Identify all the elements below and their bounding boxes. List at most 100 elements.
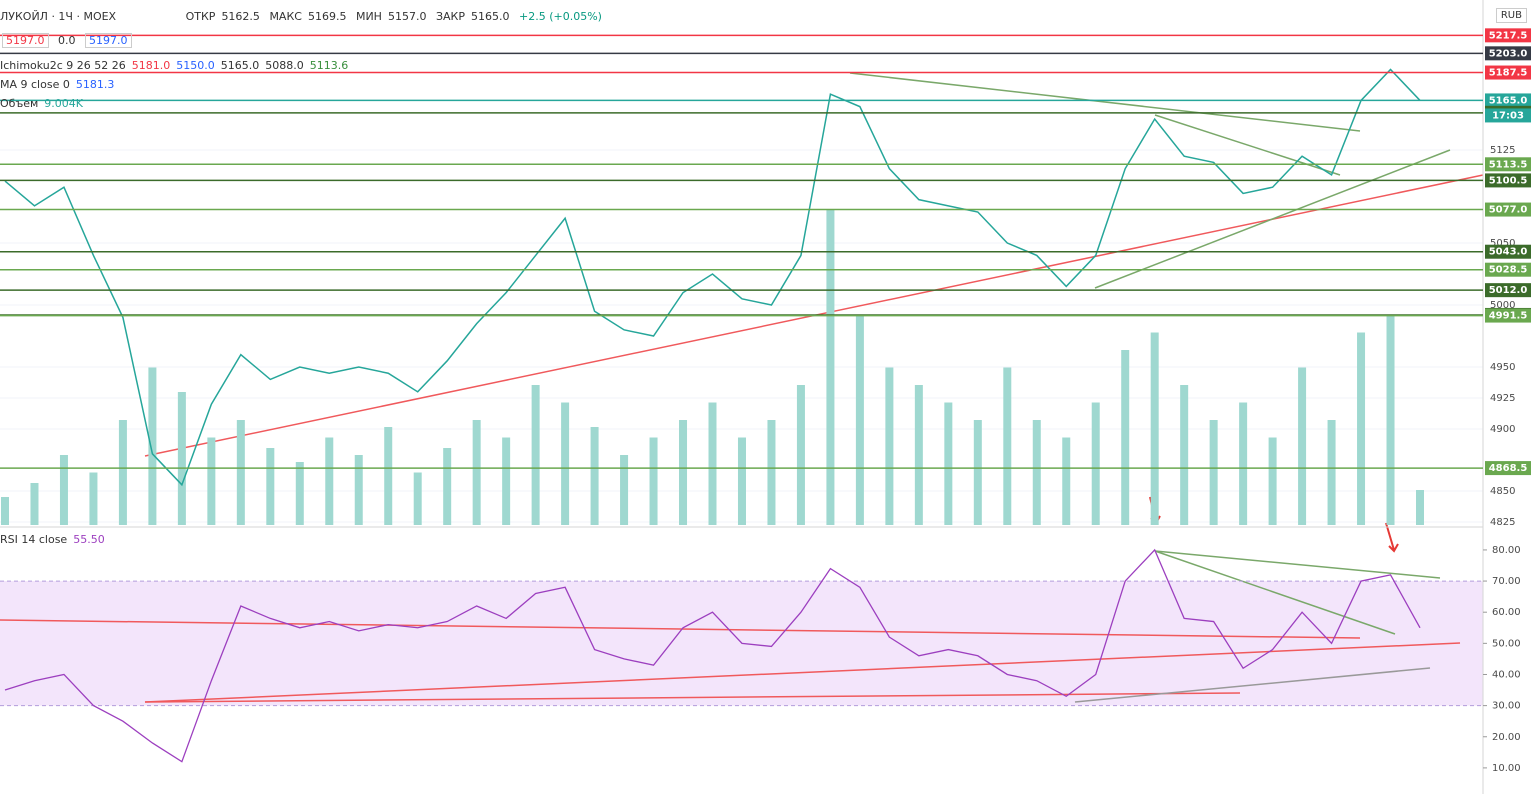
label: ОТКР <box>185 10 216 23</box>
ask[interactable]: 5197.0 <box>85 33 132 48</box>
y-tick-label: 70.00 <box>1492 576 1521 587</box>
label: МАКС <box>269 10 302 23</box>
volume-bar <box>443 448 452 525</box>
volume-bar <box>561 402 570 525</box>
level-label: 4868.5 <box>1489 463 1528 474</box>
volume-bar <box>796 385 805 525</box>
level-label: 5113.5 <box>1489 159 1528 170</box>
volume-bar <box>1180 385 1189 525</box>
y-tick-label: 5050 <box>1490 238 1515 249</box>
level-label-box <box>1485 202 1531 217</box>
legend-row: ЛУКОЙЛ · 1Ч · MOEX ОТКР 5162.5 МАКС 5169.5… <box>0 10 608 23</box>
volume-bar <box>118 420 127 525</box>
indicator-value: 5113.6 <box>309 59 349 72</box>
volume-bar <box>30 483 39 525</box>
rsi-trend-line <box>0 619 1361 639</box>
volume-bar <box>207 437 216 525</box>
indicator-name: Ichimoku2c 9 26 52 26 <box>0 59 126 72</box>
y-tick-label: 30.00 <box>1492 701 1521 712</box>
level-label-box <box>1485 262 1531 277</box>
volume-bar <box>325 437 334 525</box>
indicators: Ichimoku2c 9 26 52 26 5181.0 5150.0 5165.0 5… <box>0 59 354 116</box>
volume-bar <box>737 437 746 525</box>
volume-bar <box>944 402 953 525</box>
volume-bar <box>1003 367 1012 525</box>
level-label: 5165.0 <box>1489 95 1528 106</box>
price-line <box>4 68 1421 487</box>
indicator-row: Ichimoku2c 9 26 52 26 5181.0 5150.0 5165.0 5… <box>0 59 354 72</box>
symbol: ЛУКОЙЛ · 1Ч · MOEX <box>0 10 117 23</box>
volume-bar <box>384 427 393 525</box>
indicator-name: MA 9 close 0 <box>0 78 70 91</box>
label: ЗАКР <box>435 10 465 23</box>
rsi-legend: RSI 14 close 55.50 <box>0 533 111 546</box>
volume-bar <box>472 420 481 525</box>
trend-line <box>849 72 1361 132</box>
volume-bar <box>1386 315 1395 525</box>
volume-bar <box>295 462 304 525</box>
volume-bar <box>885 367 894 525</box>
level-label: 5100.5 <box>1489 175 1528 186</box>
volume-bar <box>89 472 98 525</box>
indicator-value: 5181.3 <box>75 78 115 91</box>
volume-bar <box>1327 420 1336 525</box>
volume-bar <box>177 392 186 525</box>
level-label: 4991.5 <box>1489 311 1528 322</box>
currency-button[interactable]: RUB <box>1495 8 1527 23</box>
level-label-box <box>1485 308 1531 323</box>
volume-bar <box>59 455 68 525</box>
indicator-row: MA 9 close 0 5181.3 <box>0 78 354 91</box>
volume-bar <box>413 472 422 525</box>
volume-bar <box>1298 367 1307 525</box>
change: +2.5 (+0.05%) <box>518 10 602 23</box>
volume-bar <box>708 402 717 525</box>
level-label: 5203.0 <box>1489 48 1528 59</box>
indicator-value: 5150.0 <box>176 59 215 72</box>
volume-bar <box>1209 420 1218 525</box>
volume-bar <box>826 210 835 525</box>
level-label: 5187.5 <box>1489 68 1528 79</box>
volume-bar <box>679 420 688 525</box>
volume-bar <box>1357 332 1366 525</box>
y-tick-label: 40.00 <box>1492 669 1521 680</box>
volume-bar <box>914 385 923 525</box>
countdown-box <box>1485 108 1531 123</box>
y-tick-label: 4850 <box>1490 486 1515 497</box>
volume-bar <box>1268 437 1277 525</box>
volume-bar <box>649 437 658 525</box>
volume-bar <box>1150 332 1159 525</box>
level-label-box <box>1485 157 1531 172</box>
level-label-box <box>1485 244 1531 259</box>
y-tick-label: 10.00 <box>1492 763 1521 774</box>
y-tick-label: 50.00 <box>1492 638 1521 649</box>
volume-bar <box>1062 437 1071 525</box>
bid[interactable]: 5197.0 <box>2 33 49 48</box>
level-label: 5043.0 <box>1489 247 1528 258</box>
rsi-trend-line <box>1154 550 1396 635</box>
y-tick-label: 4900 <box>1490 424 1515 435</box>
volume-bar <box>620 455 629 525</box>
rsi-last: 55.50 <box>73 533 105 546</box>
label: МИН <box>355 10 382 23</box>
volume-bar <box>236 420 245 525</box>
volume-bar <box>973 420 982 525</box>
indicator-name: Объем <box>0 97 39 110</box>
level-label: 5012.0 <box>1489 285 1528 296</box>
volume-bar <box>502 437 511 525</box>
volume-bar <box>1032 420 1041 525</box>
volume-bar <box>590 427 599 525</box>
level-label-box <box>1485 283 1531 298</box>
y-tick-label: 4950 <box>1490 362 1515 373</box>
rsi-line <box>4 548 1421 763</box>
volume-bar <box>855 315 864 525</box>
y-tick-label: 5125 <box>1490 145 1515 156</box>
volume-bar <box>1121 350 1130 525</box>
volume-bar <box>531 385 540 525</box>
volume-bar <box>1416 490 1424 525</box>
y-tick-label: 4925 <box>1490 393 1515 404</box>
spread: 0.0 <box>58 34 76 47</box>
volume-bar <box>354 455 363 525</box>
y-tick-label: 80.00 <box>1492 545 1521 556</box>
